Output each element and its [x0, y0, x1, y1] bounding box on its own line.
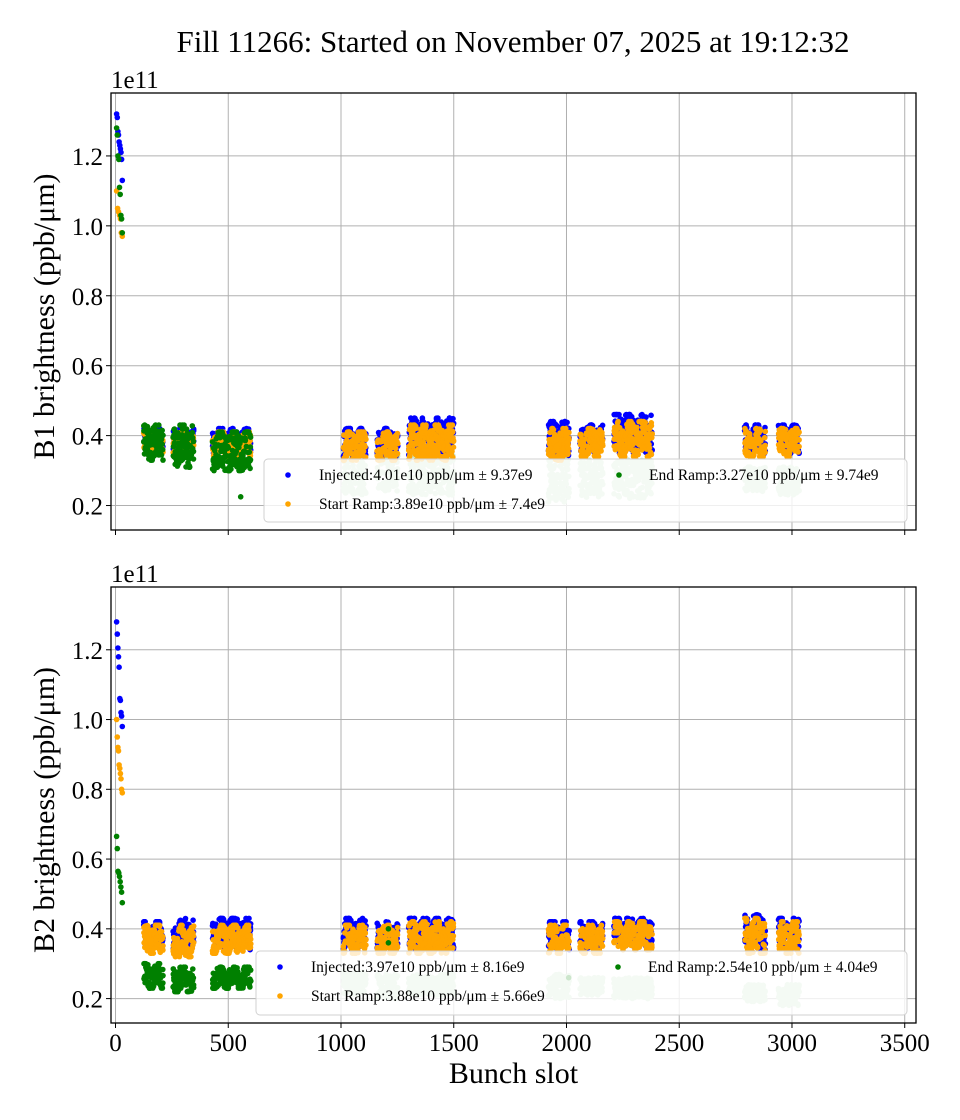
point-start-ramp — [566, 436, 572, 443]
point-end-ramp — [247, 457, 254, 463]
figure-title: Fill 11266: Started on November 07, 2025… — [176, 24, 849, 59]
point-end-ramp — [118, 216, 125, 222]
b1-brightness-panel: 0.2 0.4 0.6 0.8 1.0 1.2 1e11 B1 brightness (p… — [28, 67, 917, 535]
point-start-ramp — [449, 422, 456, 428]
point-start-ramp — [642, 419, 649, 426]
point-start-ramp — [796, 429, 802, 436]
point-start-ramp — [757, 427, 764, 434]
point-start-ramp — [761, 434, 768, 441]
y-tick-label: 0.8 — [72, 284, 103, 311]
point-end-ramp — [189, 429, 196, 436]
point-end-ramp — [247, 444, 254, 450]
legend-marker-start-ramp — [285, 501, 291, 507]
point-end-ramp — [159, 427, 165, 434]
point-end-ramp — [247, 465, 253, 472]
point-injected — [114, 631, 121, 637]
point-end-ramp — [186, 463, 193, 469]
scatter-points — [113, 111, 802, 505]
y-tick-label: 0.2 — [72, 494, 103, 521]
point-start-ramp — [646, 441, 652, 448]
point-injected — [118, 713, 125, 719]
point-end-ramp — [117, 191, 123, 198]
y-tick-label: 1.2 — [72, 144, 103, 171]
point-injected — [115, 654, 122, 660]
point-start-ramp — [362, 444, 368, 450]
legend-marker-injected — [285, 472, 291, 478]
point-start-ramp — [762, 442, 768, 449]
y-tick-label: 0.4 — [72, 424, 104, 451]
point-start-ramp — [395, 440, 401, 447]
point-start-ramp — [550, 427, 557, 433]
legend-label-start-ramp: Start Ramp:3.89e10 ppb/μm ± 7.4e9 — [319, 496, 545, 513]
point-end-ramp — [190, 456, 197, 462]
point-start-ramp — [394, 430, 401, 437]
point-start-ramp — [599, 441, 606, 447]
point-start-ramp — [635, 451, 641, 458]
y-axis-label: B1 brightness (ppb/μm) — [28, 173, 61, 459]
scatter-points — [113, 619, 802, 1009]
point-start-ramp — [648, 420, 655, 426]
point-start-ramp — [762, 449, 768, 456]
point-start-ramp — [598, 448, 604, 454]
point-end-ramp-outlier — [237, 494, 244, 500]
point-start-ramp — [634, 424, 640, 431]
point-start-ramp — [648, 451, 655, 458]
point-start-ramp — [599, 429, 605, 436]
point-end-ramp — [242, 435, 248, 442]
point-start-ramp — [450, 444, 457, 451]
point-end-ramp — [114, 132, 121, 138]
point-end-ramp — [113, 125, 120, 131]
b2-brightness-panel: 0 500 1000 1500 2000 2500 3000 35000.20.40.60.8… — [28, 561, 930, 1090]
point-start-ramp — [615, 418, 621, 425]
point-end-ramp — [156, 422, 162, 428]
point-end-ramp — [160, 457, 166, 463]
point-injected — [564, 419, 570, 426]
point-start-ramp — [782, 426, 789, 433]
point-injected — [119, 177, 126, 184]
point-start-ramp — [566, 429, 572, 436]
point-start-ramp — [450, 437, 457, 444]
point-start-ramp — [363, 436, 369, 442]
y-tick-label: 1.0 — [72, 214, 103, 241]
legend: Injected:4.01e10 ppb/μm ± 9.37e9 Start R… — [263, 458, 908, 523]
y-tick-label: 0.6 — [72, 354, 103, 381]
point-end-ramp — [160, 432, 166, 439]
legend-label-injected: Injected:4.01e10 ppb/μm ± 9.37e9 — [319, 467, 533, 484]
point-end-ramp — [159, 441, 165, 448]
point-start-ramp — [565, 450, 571, 456]
point-injected — [113, 619, 120, 625]
y-offset-label: 1e11 — [111, 67, 159, 94]
point-end-ramp — [246, 449, 253, 455]
point-start-ramp — [796, 443, 802, 450]
point-start-ramp — [423, 422, 429, 428]
point-start-ramp — [585, 450, 591, 457]
point-end-ramp — [190, 438, 197, 445]
point-start-ramp — [565, 441, 571, 448]
legend-marker-end-ramp — [616, 472, 622, 478]
point-start-ramp — [450, 429, 456, 435]
point-injected — [648, 412, 654, 419]
point-end-ramp — [189, 423, 196, 429]
point-start-ramp — [762, 428, 769, 435]
point-injected — [116, 664, 122, 670]
point-end-ramp — [116, 156, 122, 163]
point-start-ramp — [577, 431, 584, 438]
point-end-ramp — [190, 448, 197, 455]
point-start-ramp — [394, 450, 401, 457]
point-end-ramp — [119, 230, 126, 236]
point-injected — [119, 723, 126, 730]
point-end-ramp — [116, 184, 123, 191]
point-start-ramp — [746, 431, 753, 437]
point-start-ramp — [796, 437, 802, 443]
point-injected — [115, 645, 121, 651]
point-start-ramp — [392, 445, 399, 452]
point-injected — [117, 697, 124, 704]
point-start-ramp — [649, 434, 655, 441]
point-end-ramp — [159, 446, 166, 453]
point-start-ramp — [795, 449, 801, 455]
point-end-ramp — [247, 434, 254, 441]
legend-label-end-ramp: End Ramp:3.27e10 ppb/μm ± 9.74e9 — [649, 467, 879, 484]
point-injected — [114, 114, 121, 121]
